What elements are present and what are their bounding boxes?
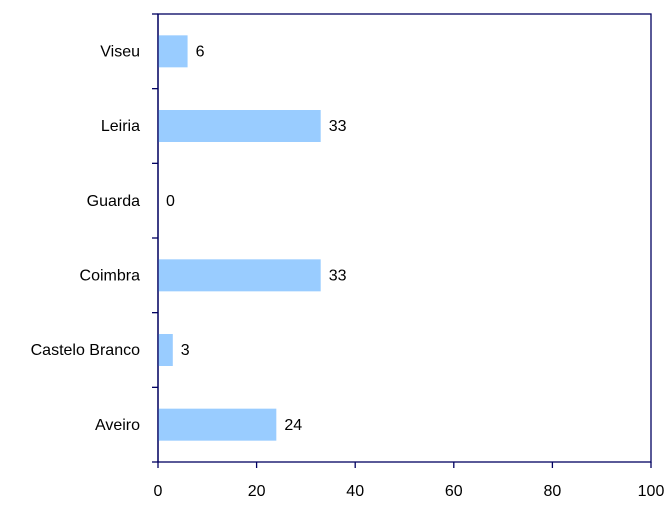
value-label: 33 [329,118,347,135]
y-tick-label: Coimbra [80,268,141,285]
value-label: 6 [196,44,205,61]
bar [158,110,321,142]
value-label: 33 [329,268,347,285]
x-tick-label: 80 [544,483,562,500]
value-label: 3 [181,342,190,359]
y-tick-label: Aveiro [95,417,140,434]
y-tick-label: Viseu [100,44,140,61]
bar [158,259,321,292]
x-tick-label: 100 [638,483,665,500]
plot-frame [157,13,652,463]
bar [158,408,277,441]
y-tick-label: Guarda [87,193,140,210]
x-tick-label: 0 [154,483,163,500]
value-label: 0 [166,193,175,210]
y-tick-label: Leiria [101,118,140,135]
y-tick-label: Castelo Branco [31,342,140,359]
x-tick-label: 20 [248,483,266,500]
bar [158,35,188,68]
x-tick-label: 60 [445,483,463,500]
x-tick-label: 40 [346,483,364,500]
bar [158,334,173,366]
value-label: 24 [284,417,302,434]
